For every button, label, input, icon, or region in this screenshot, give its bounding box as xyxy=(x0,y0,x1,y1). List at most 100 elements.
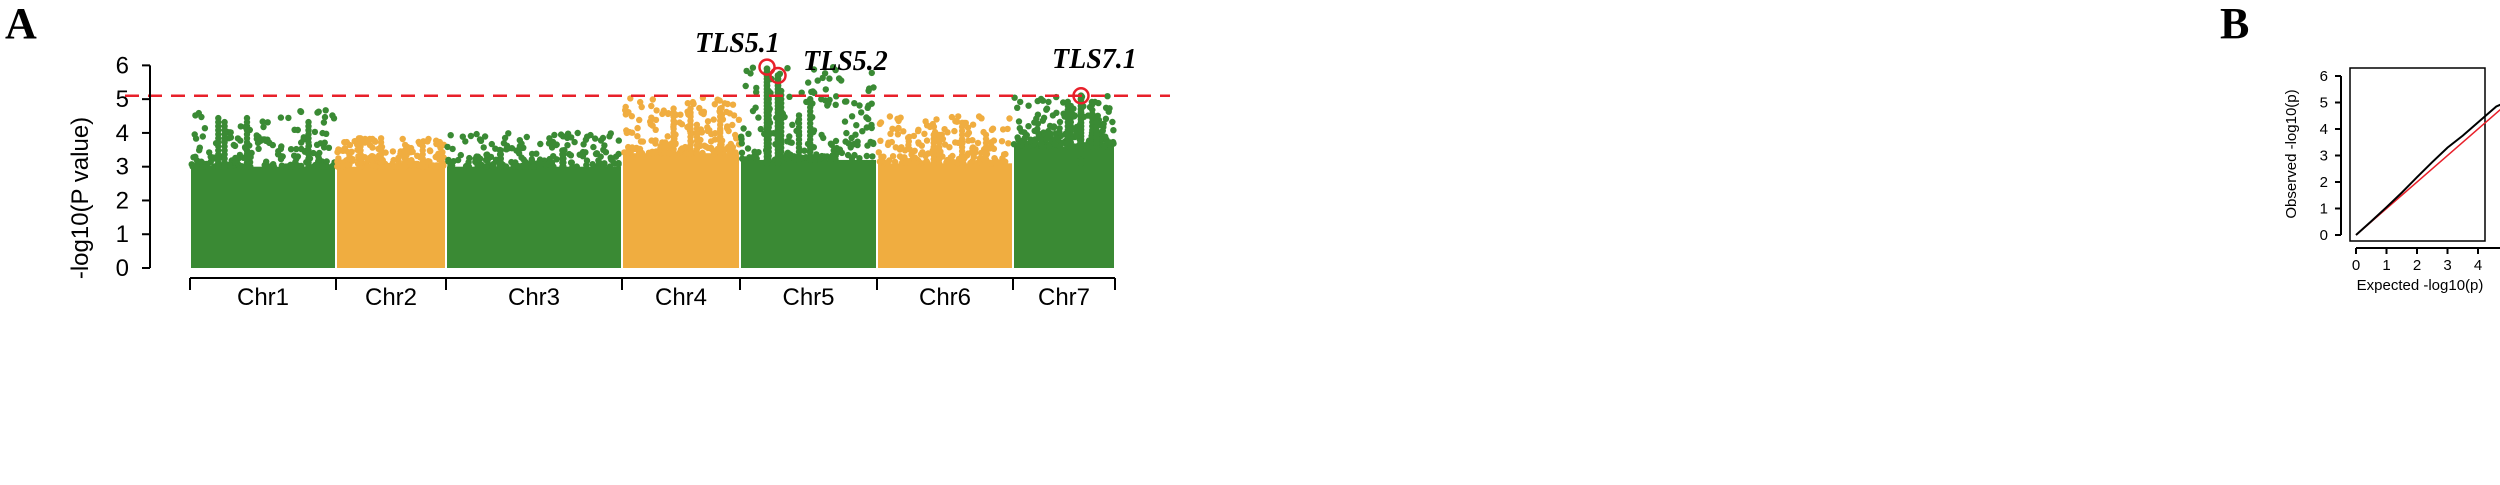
qq-y-tick-label: 4 xyxy=(2320,121,2328,138)
snp-point xyxy=(259,118,266,125)
snp-point xyxy=(341,139,348,146)
snp-point xyxy=(459,133,466,140)
snp-point xyxy=(1014,104,1021,112)
snp-point xyxy=(755,114,762,121)
snp-point xyxy=(503,142,511,149)
snp-point xyxy=(389,148,397,155)
snp-point xyxy=(977,149,985,157)
snp-point xyxy=(472,158,479,166)
snp-point xyxy=(590,143,597,151)
snp-point xyxy=(1100,123,1107,131)
snp-point xyxy=(215,114,222,122)
snp-point xyxy=(395,154,402,162)
snp-point xyxy=(649,96,656,103)
qq-observed-line xyxy=(2355,103,2500,236)
snp-point xyxy=(625,109,632,116)
snp-point xyxy=(886,113,894,120)
peak-label: TLS5.1 xyxy=(695,28,780,59)
snp-point xyxy=(533,150,540,157)
snp-point xyxy=(982,131,990,139)
snp-point xyxy=(1025,123,1032,130)
snp-point xyxy=(516,163,523,170)
snp-point xyxy=(587,131,594,139)
snp-point xyxy=(757,125,764,133)
snp-point xyxy=(974,139,982,147)
snp-point xyxy=(818,96,825,103)
snp-point xyxy=(843,98,850,105)
snp-point xyxy=(414,160,421,168)
snp-point xyxy=(1109,118,1116,126)
snp-point xyxy=(369,144,376,151)
qq-y-tick-label: 6 xyxy=(2320,68,2328,85)
snp-point xyxy=(600,146,607,153)
snp-point xyxy=(637,98,644,106)
snp-point xyxy=(880,153,887,160)
snp-point xyxy=(751,148,758,155)
snp-point xyxy=(1037,135,1044,142)
snp-point xyxy=(1046,143,1053,150)
snp-point xyxy=(196,144,203,151)
snp-point xyxy=(941,126,948,133)
snp-point xyxy=(801,147,808,154)
snp-point xyxy=(1017,98,1024,106)
snp-point xyxy=(696,104,703,112)
chromosome-points-chr1 xyxy=(188,107,338,268)
dense-point-band xyxy=(878,163,1012,268)
snp-point xyxy=(1045,98,1052,106)
snp-point xyxy=(870,84,877,91)
qq-y-tick-label: 0 xyxy=(2320,227,2328,244)
snp-point xyxy=(198,158,205,165)
chromosome-label: Chr1 xyxy=(237,284,289,311)
snp-point xyxy=(711,150,718,157)
snp-point xyxy=(277,114,285,121)
snp-point xyxy=(786,93,793,101)
snp-point xyxy=(323,130,330,137)
snp-point xyxy=(876,120,884,128)
snp-point xyxy=(687,105,694,112)
snp-point xyxy=(870,140,877,148)
snp-point xyxy=(852,131,859,138)
y-tick-label: 6 xyxy=(116,52,129,79)
snp-point xyxy=(954,159,961,167)
snp-point xyxy=(599,134,607,142)
snp-point xyxy=(462,138,469,145)
snp-point xyxy=(1064,98,1072,106)
snp-point xyxy=(546,135,553,142)
qq-plot-box xyxy=(2349,67,2486,242)
snp-point xyxy=(300,136,307,143)
snp-point xyxy=(747,70,754,77)
snp-point xyxy=(868,124,875,132)
snp-point xyxy=(789,121,796,128)
snp-point xyxy=(548,163,555,170)
snp-point xyxy=(825,100,832,107)
snp-point xyxy=(988,126,996,134)
dense-point-band xyxy=(623,153,739,268)
snp-point xyxy=(1038,140,1045,148)
snp-point xyxy=(992,156,999,164)
snp-point xyxy=(1027,137,1034,145)
chromosome-points-chr4 xyxy=(621,94,743,268)
snp-point xyxy=(503,163,510,170)
snp-point xyxy=(896,146,904,153)
snp-point xyxy=(606,133,613,140)
snp-point xyxy=(706,127,713,134)
snp-point xyxy=(1056,118,1064,126)
snp-point xyxy=(955,113,962,120)
manhattan-x-axis: Chr1 Chr2 Chr3 Chr4 Chr5 Chr6 Chr7 xyxy=(189,277,1116,311)
snp-point xyxy=(724,123,731,130)
snp-point xyxy=(805,79,812,86)
snp-point xyxy=(1051,140,1058,148)
snp-point xyxy=(1005,140,1012,147)
snp-point xyxy=(330,115,338,122)
snp-point xyxy=(919,149,926,156)
y-tick-label: 3 xyxy=(116,154,129,181)
snp-point xyxy=(863,152,870,160)
snp-point xyxy=(904,134,912,142)
snp-point xyxy=(1056,128,1063,136)
snp-point xyxy=(936,131,943,139)
snp-point xyxy=(830,147,837,154)
qq-y-tick-label: 5 xyxy=(2320,95,2328,112)
snp-point xyxy=(841,118,849,125)
snp-point xyxy=(1047,130,1055,137)
snp-point xyxy=(730,112,738,119)
